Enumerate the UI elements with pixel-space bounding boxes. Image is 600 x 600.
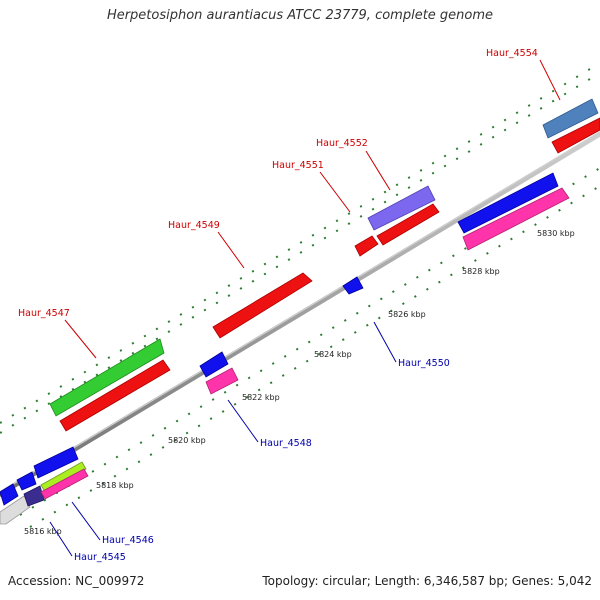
gene-label-haur-4547[interactable]: Haur_4547 [18, 308, 70, 319]
gene-arrow-left-grey[interactable] [0, 495, 31, 525]
gene-label-haur-4554[interactable]: Haur_4554 [486, 48, 538, 59]
gene-arrow-haur-4546-b[interactable] [40, 461, 87, 493]
scale-labels: 5816 kbp 5818 kbp 5820 kbp 5822 kbp 5824… [24, 229, 575, 536]
scale-label: 5820 kbp [168, 436, 206, 445]
gene-arrow-left-blue-b[interactable] [16, 471, 37, 491]
genome-summary: Topology: circular; Length: 6,346,587 bp… [262, 574, 592, 588]
map-title: Herpetosiphon aurantiacus ATCC 23779, co… [106, 8, 494, 23]
gene-arrow-haur-4545[interactable] [23, 485, 45, 507]
gene-label-haur-4549[interactable]: Haur_4549 [168, 220, 220, 231]
scale-label: 5830 kbp [537, 229, 575, 238]
reverse-gene-labels: Haur_4545 Haur_4546 Haur_4548 Haur_4550 [74, 358, 450, 563]
gene-label-haur-4550[interactable]: Haur_4550 [398, 358, 450, 369]
gene-arrow-left-blue-a[interactable] [0, 483, 19, 506]
forward-label-leaders [64, 59, 561, 359]
gene-arrow-haur-4552[interactable] [376, 203, 440, 246]
gene-label-haur-4551[interactable]: Haur_4551 [272, 160, 324, 171]
scale-label: 5818 kbp [96, 481, 134, 490]
reverse-tick-track [19, 167, 600, 528]
gene-label-haur-4548[interactable]: Haur_4548 [260, 438, 312, 449]
gene-arrow-blue-long[interactable] [457, 172, 559, 234]
forward-gene-labels: Haur_4547 Haur_4549 Haur_4551 Haur_4552 … [18, 48, 538, 319]
gene-arrow-haur-4550[interactable] [342, 276, 364, 295]
gene-label-haur-4546[interactable]: Haur_4546 [102, 535, 154, 546]
scale-label: 5816 kbp [24, 527, 62, 536]
gene-label-haur-4545[interactable]: Haur_4545 [74, 552, 126, 563]
gene-arrow-haur-4552-b[interactable] [367, 185, 436, 231]
scale-label: 5826 kbp [388, 310, 426, 319]
gene-arrow-haur-4547-a[interactable] [49, 338, 165, 417]
gene-arrow-haur-4551[interactable] [354, 235, 379, 257]
gene-arrow-haur-4549[interactable] [212, 272, 313, 339]
genome-backbone [0, 131, 600, 497]
gene-arrow-haur-4554-a[interactable] [542, 98, 599, 139]
gene-arrow-haur-4548[interactable] [205, 367, 239, 395]
gene-arrow-haur-4546-a[interactable] [33, 446, 79, 479]
gene-arrow-pink-long[interactable] [462, 187, 570, 251]
accession-text: Accession: NC_009972 [8, 574, 145, 588]
scale-label: 5828 kbp [462, 267, 500, 276]
scale-label: 5822 kbp [242, 393, 280, 402]
gene-arrow-haur-4548-a[interactable] [199, 351, 229, 378]
forward-tick-track [0, 62, 600, 434]
gene-arrow-haur-4547[interactable] [59, 359, 171, 432]
gene-arrow-haur-4554[interactable] [551, 117, 600, 154]
scale-label: 5824 kbp [314, 350, 352, 359]
reverse-label-leaders [49, 321, 397, 557]
gene-arrow-haur-4546[interactable] [40, 468, 89, 500]
gene-label-haur-4552[interactable]: Haur_4552 [316, 138, 368, 149]
